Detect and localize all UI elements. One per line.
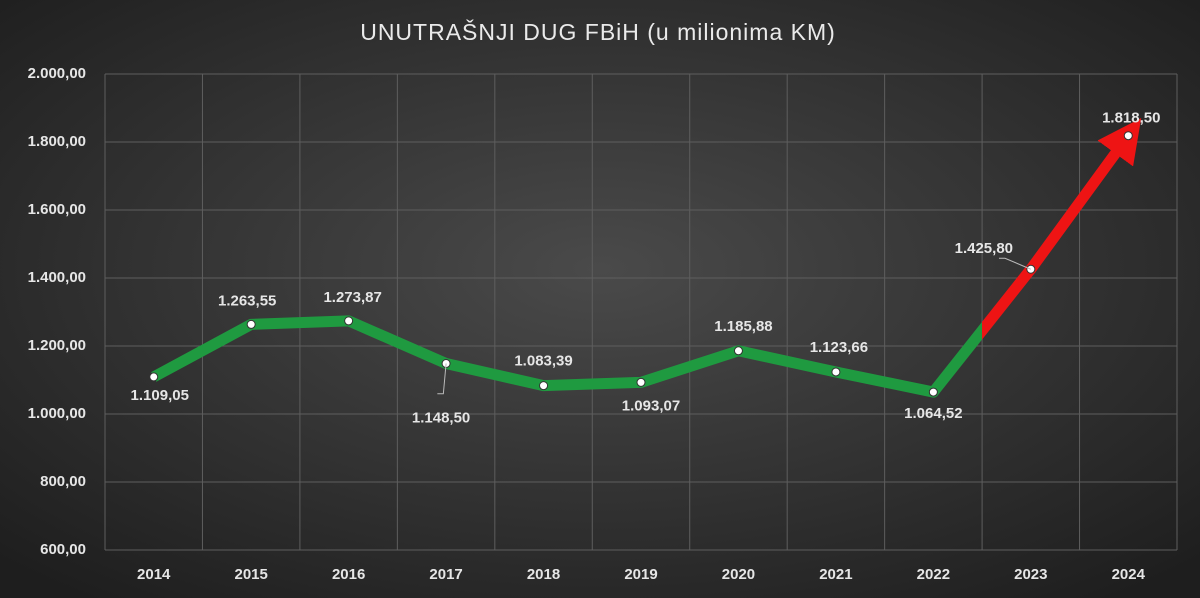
x-tick-label: 2018 xyxy=(527,566,560,583)
y-tick-label: 800,00 xyxy=(40,473,86,490)
x-tick-label: 2024 xyxy=(1112,566,1146,583)
point xyxy=(831,367,841,377)
point xyxy=(149,372,159,382)
point xyxy=(246,319,256,329)
x-tick-label: 2016 xyxy=(332,566,365,583)
y-tick-label: 1.800,00 xyxy=(28,133,86,150)
y-tick-label: 1.600,00 xyxy=(28,201,86,218)
data-label: 1.425,80 xyxy=(955,240,1013,257)
data-label: 1.273,87 xyxy=(323,289,381,306)
data-label: 1.093,07 xyxy=(622,397,680,414)
point xyxy=(636,377,646,387)
y-tick-label: 1.200,00 xyxy=(28,337,86,354)
point xyxy=(928,387,938,397)
data-label: 1.185,88 xyxy=(714,318,772,335)
data-label: 1.123,66 xyxy=(810,339,868,356)
y-tick-label: 2.000,00 xyxy=(28,65,86,82)
y-tick-label: 600,00 xyxy=(40,541,86,558)
point xyxy=(733,346,743,356)
y-tick-label: 1.000,00 xyxy=(28,405,86,422)
x-tick-label: 2020 xyxy=(722,566,755,583)
data-label: 1.083,39 xyxy=(514,353,572,370)
data-label: 1.064,52 xyxy=(904,405,962,422)
x-tick-label: 2017 xyxy=(429,566,462,583)
leader-line xyxy=(437,363,447,395)
x-tick-label: 2015 xyxy=(234,566,267,583)
x-tick-label: 2021 xyxy=(819,566,852,583)
leader-line xyxy=(998,257,1032,270)
point xyxy=(344,316,354,326)
point xyxy=(1123,131,1133,141)
chart-title: UNUTRAŠNJI DUG FBiH (u milionima KM) xyxy=(360,18,836,45)
x-tick-label: 2022 xyxy=(917,566,950,583)
x-tick-label: 2014 xyxy=(137,566,171,583)
x-tick-label: 2023 xyxy=(1014,566,1047,583)
data-label: 1.109,05 xyxy=(131,387,189,404)
data-label: 1.263,55 xyxy=(218,292,276,309)
data-label: 1.818,50 xyxy=(1102,110,1160,127)
x-tick-label: 2019 xyxy=(624,566,657,583)
point xyxy=(539,381,549,391)
y-tick-label: 1.400,00 xyxy=(28,269,86,286)
data-label: 1.148,50 xyxy=(412,409,470,426)
